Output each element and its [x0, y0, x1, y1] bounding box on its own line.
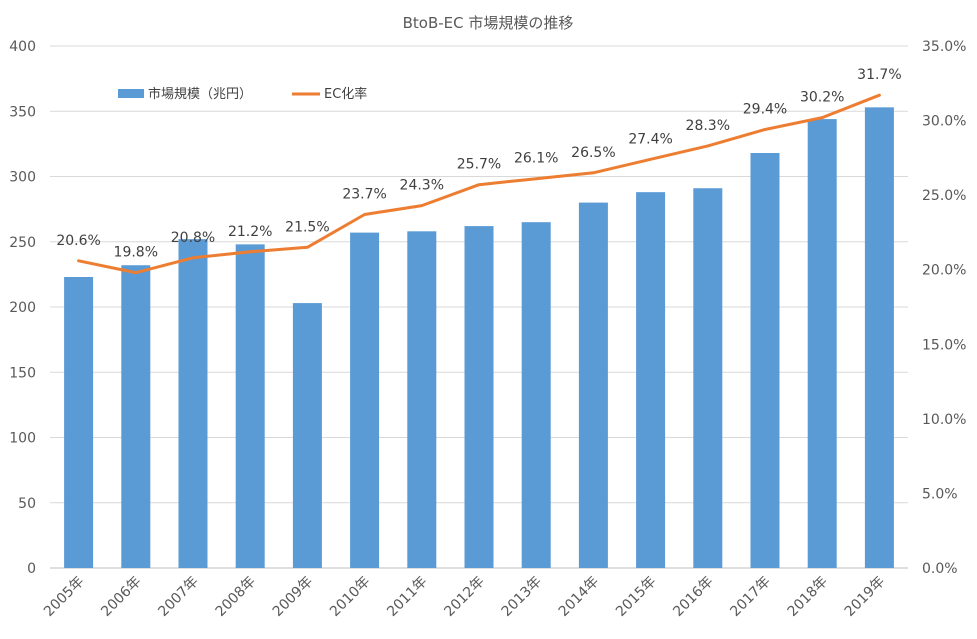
x-tick-label: 2009年: [270, 574, 316, 620]
x-tick-label: 2014年: [556, 574, 602, 620]
data-label: 30.2%: [800, 90, 844, 106]
bars: [64, 107, 894, 569]
bar: [292, 303, 322, 568]
ec-series-line: [77, 93, 881, 275]
legend-label-bar: 市場規模（兆円）: [148, 86, 252, 102]
ec-line: [77, 93, 881, 275]
y-right-tick-label: 30.0%: [922, 114, 966, 130]
data-label: 31.7%: [857, 67, 901, 83]
bar: [235, 244, 265, 569]
bar: [578, 202, 608, 568]
bar: [407, 231, 437, 568]
bar: [178, 239, 208, 568]
bar: [464, 226, 494, 568]
chart-title: BtoB-EC 市場規模の推移: [403, 14, 574, 32]
bar: [121, 265, 151, 568]
x-tick-label: 2013年: [499, 574, 545, 620]
bar: [521, 222, 551, 569]
bar: [350, 232, 380, 569]
data-label: 25.7%: [457, 157, 501, 173]
legend-label-line: EC化率: [324, 86, 367, 102]
x-tick-label: 2007年: [155, 574, 201, 620]
data-label: 21.2%: [228, 224, 272, 240]
bar: [64, 276, 94, 568]
x-tick-label: 2015年: [613, 574, 659, 620]
x-tick-label: 2011年: [384, 574, 430, 620]
y-left-tick-label: 300: [9, 170, 36, 186]
y-left-tick-label: 50: [18, 496, 36, 512]
y-left-tick-label: 250: [9, 235, 36, 251]
data-label: 23.7%: [342, 187, 386, 203]
bar: [750, 153, 780, 568]
y-left-tick-label: 200: [9, 300, 36, 316]
x-tick-label: 2019年: [842, 574, 888, 620]
legend-swatch-bar: [118, 89, 144, 98]
x-axis: 2005年 2006年 2007年 2008年 2009年 2010年 2011年 2012年…: [41, 574, 888, 620]
data-label: 29.4%: [743, 102, 787, 118]
data-label: 21.5%: [285, 219, 329, 235]
y-left-tick-label: 150: [9, 365, 36, 381]
y-left-tick-label: 0: [27, 561, 36, 577]
x-tick-label: 2018年: [785, 574, 831, 620]
bar: [807, 119, 837, 568]
data-label: 26.1%: [514, 151, 558, 167]
y-right-tick-label: 5.0%: [922, 486, 958, 502]
y-right-tick-label: 10.0%: [922, 412, 966, 428]
y-left-tick-label: 100: [9, 431, 36, 447]
data-label: 26.5%: [571, 145, 615, 161]
x-tick-label: 2017年: [727, 574, 773, 620]
x-tick-label: 2010年: [327, 574, 373, 620]
bar: [636, 192, 666, 568]
y-right-tick-label: 35.0%: [922, 39, 966, 55]
x-tick-label: 2005年: [41, 574, 87, 620]
y-axis-left: 0 50 100 150 200 250 300 350 400: [9, 39, 36, 577]
bar: [693, 188, 723, 568]
data-labels: 20.6% 19.8% 20.8% 21.2% 21.5% 23.7% 24.3% 25.7%…: [56, 67, 901, 260]
data-label: 24.3%: [400, 178, 444, 194]
data-label: 20.8%: [171, 230, 215, 246]
y-right-tick-label: 0.0%: [922, 561, 958, 577]
legend: 市場規模（兆円） EC化率: [118, 86, 367, 102]
x-tick-label: 2006年: [98, 574, 144, 620]
y-right-tick-label: 25.0%: [922, 188, 966, 204]
data-label: 19.8%: [114, 245, 158, 261]
x-tick-label: 2008年: [213, 574, 259, 620]
x-tick-label: 2016年: [670, 574, 716, 620]
bar: [864, 107, 894, 569]
y-left-tick-label: 400: [9, 39, 36, 55]
y-right-tick-label: 15.0%: [922, 337, 966, 353]
data-label: 28.3%: [686, 118, 730, 134]
y-left-tick-label: 350: [9, 104, 36, 120]
x-tick-label: 2012年: [441, 574, 487, 620]
y-axis-right: 0.0% 5.0% 10.0% 15.0% 20.0% 25.0% 30.0% 35.0%: [922, 39, 966, 577]
data-label: 27.4%: [628, 131, 672, 147]
y-right-tick-label: 20.0%: [922, 263, 966, 279]
data-label: 20.6%: [56, 233, 100, 249]
